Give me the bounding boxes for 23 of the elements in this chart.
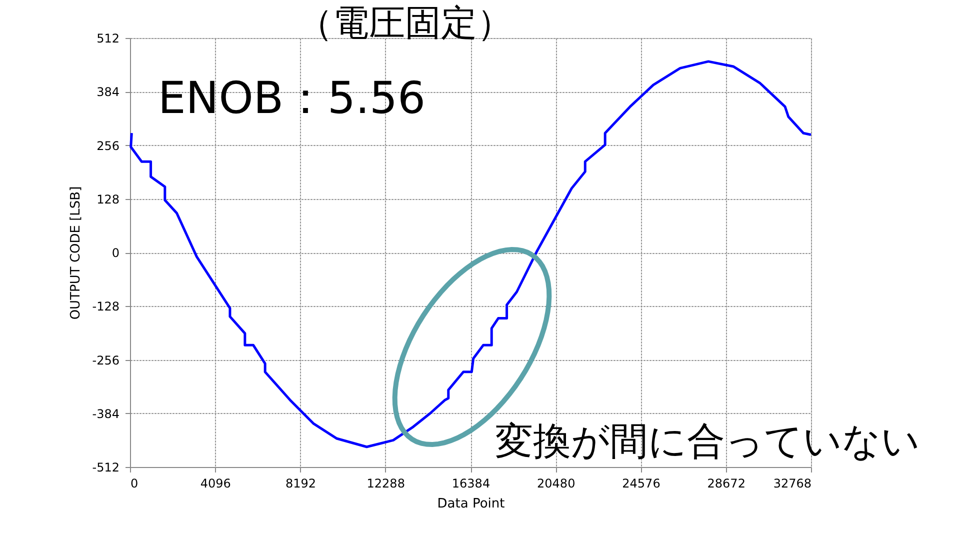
- y-tick-label: -384: [92, 406, 120, 421]
- x-axis-title: Data Point: [437, 496, 505, 512]
- x-tick-label: 32768: [773, 476, 812, 490]
- x-tick-label: 12288: [366, 476, 405, 490]
- x-tick-label: 8192: [285, 476, 316, 490]
- y-tick-label: -128: [92, 300, 120, 314]
- y-tick-label: -512: [92, 460, 120, 474]
- y-tick-label: 384: [96, 85, 120, 100]
- y-tick-label: 256: [96, 138, 120, 153]
- x-tick-label: 28672: [707, 476, 746, 490]
- annotation: ENOB：5.56: [158, 73, 426, 124]
- x-tick-label: 0: [130, 476, 138, 490]
- annotation: 変換が間に合っていない: [495, 419, 920, 463]
- x-tick-label: 4096: [200, 476, 231, 490]
- y-tick-label: 0: [112, 246, 120, 260]
- y-tick-label: 128: [96, 192, 120, 206]
- y-axis-title: OUTPUT CODE [LSB]: [68, 186, 84, 320]
- x-tick-label: 24576: [622, 476, 660, 490]
- x-tick-label: 16384: [452, 476, 490, 490]
- chart-title: （電圧固定）: [297, 3, 513, 44]
- x-tick-label: 20480: [537, 476, 576, 490]
- y-tick-label: 512: [96, 32, 120, 46]
- y-tick-label: -256: [92, 353, 120, 368]
